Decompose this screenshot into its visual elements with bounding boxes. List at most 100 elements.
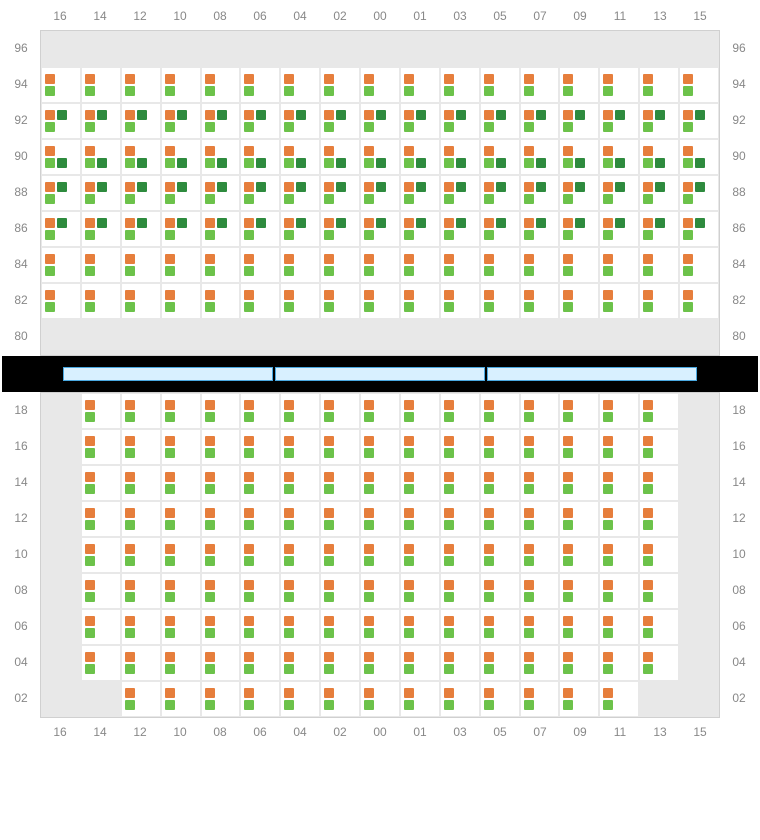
grid-cell[interactable] xyxy=(161,283,201,319)
grid-cell[interactable] xyxy=(240,283,280,319)
grid-cell[interactable] xyxy=(480,609,520,645)
grid-cell[interactable] xyxy=(201,393,241,429)
grid-cell[interactable] xyxy=(639,681,679,717)
grid-cell[interactable] xyxy=(440,211,480,247)
grid-cell[interactable] xyxy=(559,465,599,501)
grid-cell[interactable] xyxy=(599,139,639,175)
grid-cell[interactable] xyxy=(440,31,480,67)
grid-cell[interactable] xyxy=(480,247,520,283)
grid-cell[interactable] xyxy=(559,31,599,67)
grid-cell[interactable] xyxy=(41,609,81,645)
grid-cell[interactable] xyxy=(161,319,201,355)
grid-cell[interactable] xyxy=(81,31,121,67)
grid-cell[interactable] xyxy=(360,103,400,139)
grid-cell[interactable] xyxy=(360,175,400,211)
grid-cell[interactable] xyxy=(400,103,440,139)
grid-cell[interactable] xyxy=(41,139,81,175)
grid-cell[interactable] xyxy=(440,645,480,681)
grid-cell[interactable] xyxy=(480,681,520,717)
grid-cell[interactable] xyxy=(161,247,201,283)
grid-cell[interactable] xyxy=(360,573,400,609)
grid-cell[interactable] xyxy=(520,247,560,283)
grid-cell[interactable] xyxy=(440,319,480,355)
grid-cell[interactable] xyxy=(81,645,121,681)
grid-cell[interactable] xyxy=(320,573,360,609)
grid-cell[interactable] xyxy=(201,465,241,501)
grid-cell[interactable] xyxy=(559,429,599,465)
grid-cell[interactable] xyxy=(599,31,639,67)
grid-cell[interactable] xyxy=(360,211,400,247)
grid-cell[interactable] xyxy=(599,681,639,717)
grid-cell[interactable] xyxy=(240,573,280,609)
grid-cell[interactable] xyxy=(240,681,280,717)
grid-cell[interactable] xyxy=(280,67,320,103)
grid-cell[interactable] xyxy=(559,175,599,211)
grid-cell[interactable] xyxy=(440,393,480,429)
grid-cell[interactable] xyxy=(360,283,400,319)
grid-cell[interactable] xyxy=(520,429,560,465)
grid-cell[interactable] xyxy=(201,573,241,609)
grid-cell[interactable] xyxy=(440,175,480,211)
grid-cell[interactable] xyxy=(480,103,520,139)
grid-cell[interactable] xyxy=(240,465,280,501)
grid-cell[interactable] xyxy=(240,501,280,537)
grid-cell[interactable] xyxy=(81,139,121,175)
grid-cell[interactable] xyxy=(360,681,400,717)
grid-cell[interactable] xyxy=(240,319,280,355)
grid-cell[interactable] xyxy=(520,681,560,717)
grid-cell[interactable] xyxy=(41,283,81,319)
grid-cell[interactable] xyxy=(639,537,679,573)
grid-cell[interactable] xyxy=(81,465,121,501)
grid-cell[interactable] xyxy=(360,609,400,645)
grid-cell[interactable] xyxy=(440,681,480,717)
grid-cell[interactable] xyxy=(280,139,320,175)
grid-cell[interactable] xyxy=(360,319,400,355)
grid-cell[interactable] xyxy=(320,139,360,175)
grid-cell[interactable] xyxy=(480,211,520,247)
grid-cell[interactable] xyxy=(679,501,719,537)
grid-cell[interactable] xyxy=(599,393,639,429)
grid-cell[interactable] xyxy=(440,429,480,465)
grid-cell[interactable] xyxy=(400,67,440,103)
grid-cell[interactable] xyxy=(201,31,241,67)
grid-cell[interactable] xyxy=(559,393,599,429)
grid-cell[interactable] xyxy=(280,681,320,717)
grid-cell[interactable] xyxy=(280,501,320,537)
grid-cell[interactable] xyxy=(121,573,161,609)
grid-cell[interactable] xyxy=(240,211,280,247)
grid-cell[interactable] xyxy=(320,283,360,319)
grid-cell[interactable] xyxy=(161,175,201,211)
grid-cell[interactable] xyxy=(440,103,480,139)
grid-cell[interactable] xyxy=(559,211,599,247)
grid-cell[interactable] xyxy=(440,501,480,537)
grid-cell[interactable] xyxy=(679,67,719,103)
grid-cell[interactable] xyxy=(440,67,480,103)
grid-cell[interactable] xyxy=(41,429,81,465)
grid-cell[interactable] xyxy=(280,175,320,211)
grid-cell[interactable] xyxy=(400,31,440,67)
grid-cell[interactable] xyxy=(480,175,520,211)
grid-cell[interactable] xyxy=(639,139,679,175)
grid-cell[interactable] xyxy=(599,319,639,355)
grid-cell[interactable] xyxy=(81,67,121,103)
grid-cell[interactable] xyxy=(121,67,161,103)
grid-cell[interactable] xyxy=(320,247,360,283)
grid-cell[interactable] xyxy=(280,283,320,319)
grid-cell[interactable] xyxy=(240,609,280,645)
grid-cell[interactable] xyxy=(400,247,440,283)
grid-cell[interactable] xyxy=(280,609,320,645)
grid-cell[interactable] xyxy=(639,103,679,139)
grid-cell[interactable] xyxy=(520,319,560,355)
grid-cell[interactable] xyxy=(679,175,719,211)
grid-cell[interactable] xyxy=(599,175,639,211)
grid-cell[interactable] xyxy=(81,429,121,465)
grid-cell[interactable] xyxy=(480,139,520,175)
grid-cell[interactable] xyxy=(41,247,81,283)
grid-cell[interactable] xyxy=(121,465,161,501)
grid-cell[interactable] xyxy=(280,393,320,429)
grid-cell[interactable] xyxy=(161,681,201,717)
grid-cell[interactable] xyxy=(280,537,320,573)
grid-cell[interactable] xyxy=(41,465,81,501)
grid-cell[interactable] xyxy=(41,393,81,429)
grid-cell[interactable] xyxy=(679,609,719,645)
